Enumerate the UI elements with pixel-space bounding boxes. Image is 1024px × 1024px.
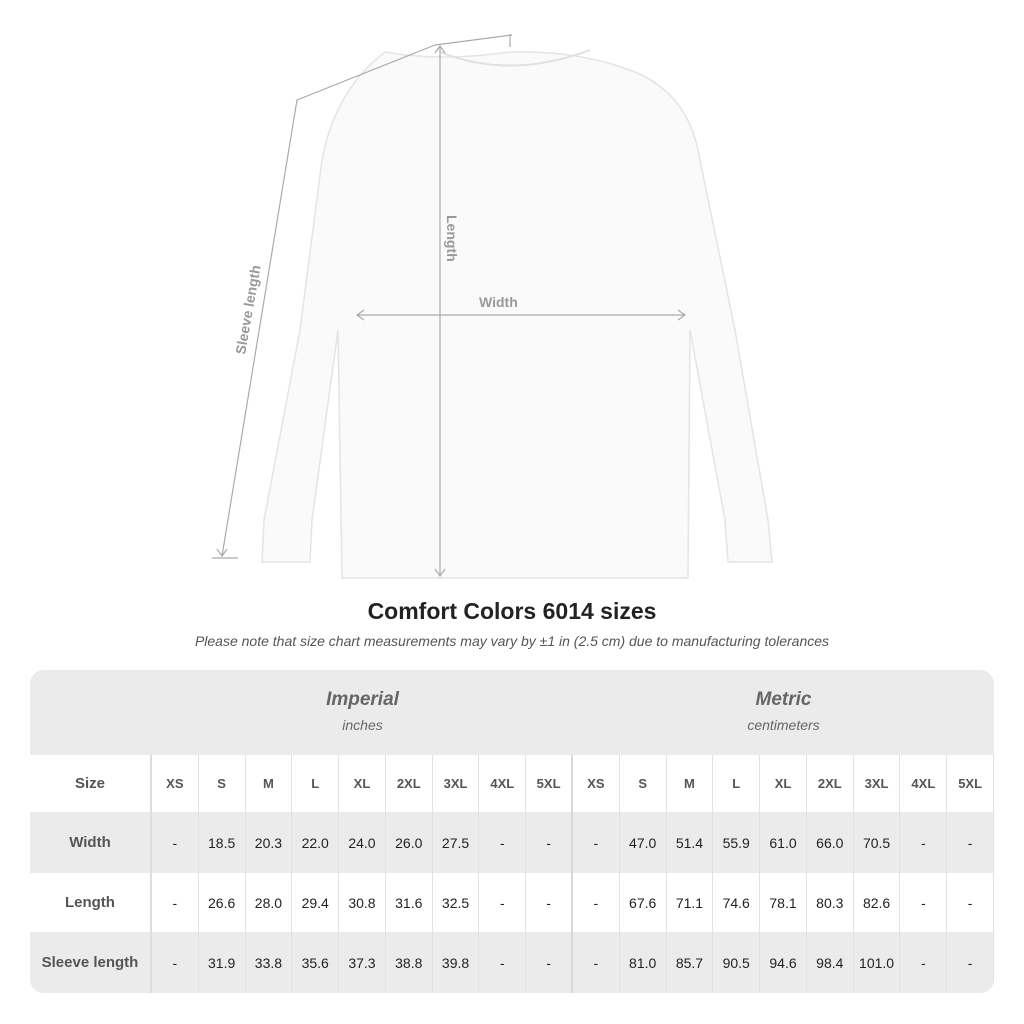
size-column-header: 2XL [807, 755, 854, 812]
size-table: Imperial inches Metric centimeters Size X… [30, 670, 994, 993]
imperial-title: Imperial [326, 689, 399, 710]
metric-unit: centimeters [747, 717, 820, 733]
table-cell: - [479, 932, 527, 993]
size-column-header: 3XL [854, 755, 901, 812]
table-cell: 55.9 [713, 812, 761, 873]
table-cell: 28.0 [246, 873, 293, 932]
size-column-header: 5XL [947, 755, 994, 812]
table-cell: - [573, 812, 620, 873]
table-cell: 80.3 [807, 873, 854, 932]
table-cell: 35.6 [292, 932, 340, 993]
sleeve-length-line [221, 44, 436, 557]
table-cell: 20.3 [246, 812, 293, 873]
imperial-unit: inches [342, 717, 383, 733]
table-cell: 27.5 [433, 812, 480, 873]
table-cell: - [947, 873, 994, 932]
table-cell: - [526, 932, 573, 993]
size-column-header: XS [152, 755, 199, 812]
table-cell: - [152, 812, 199, 873]
table-cell: - [152, 873, 199, 932]
table-cell: - [947, 932, 994, 993]
metric-title: Metric [755, 689, 812, 710]
table-cell: 85.7 [667, 932, 714, 993]
metric-header: Metric centimeters [573, 670, 994, 755]
table-cell: 37.3 [339, 932, 386, 993]
table-cell: 82.6 [854, 873, 901, 932]
table-row: Width -18.5 20.3 22.0 24.0 26.0 27.5- - -47.0 51.… [30, 812, 994, 873]
imperial-header: Imperial inches [152, 670, 573, 755]
table-cell: 24.0 [339, 812, 386, 873]
table-cell: 32.5 [433, 873, 480, 932]
page-title: Comfort Colors 6014 sizes [367, 598, 657, 624]
table-cell: 67.6 [620, 873, 667, 932]
table-cell: 38.8 [386, 932, 433, 993]
size-column-header: L [292, 755, 340, 812]
sleeve-length-label: Sleeve length [232, 264, 263, 356]
size-column-header: 5XL [526, 755, 573, 812]
size-column-header: 2XL [386, 755, 433, 812]
tolerance-note: Please note that size chart measurements… [194, 633, 830, 649]
table-cell: 18.5 [199, 812, 246, 873]
table-cell: - [526, 812, 573, 873]
table-cell: 26.6 [199, 873, 246, 932]
shirt-diagram: Sleeve length Length Width [212, 34, 773, 579]
row-label: Sleeve length [30, 932, 152, 993]
table-row: Length -26.6 28.0 29.4 30.8 31.6 32.5- - -67.6 71… [30, 873, 994, 932]
table-cell: 78.1 [760, 873, 807, 932]
table-cell: 66.0 [807, 812, 854, 873]
table-cell: 61.0 [760, 812, 807, 873]
size-column-header: 3XL [433, 755, 480, 812]
row-label: Size [30, 755, 152, 812]
size-column-header: 4XL [479, 755, 527, 812]
table-cell: 22.0 [292, 812, 340, 873]
size-column-header: XS [573, 755, 620, 812]
table-cell: 33.8 [246, 932, 293, 993]
size-column-header: S [620, 755, 667, 812]
table-cell: 70.5 [854, 812, 901, 873]
table-cell: - [900, 812, 948, 873]
table-cell: 31.9 [199, 932, 246, 993]
size-column-header: XL [339, 755, 386, 812]
table-cell: 26.0 [386, 812, 433, 873]
table-cell: 29.4 [292, 873, 340, 932]
table-cell: - [573, 873, 620, 932]
table-cell: 71.1 [667, 873, 714, 932]
table-cell: 31.6 [386, 873, 433, 932]
size-column-header: XL [760, 755, 807, 812]
table-cell: 47.0 [620, 812, 667, 873]
table-cell: 74.6 [713, 873, 761, 932]
table-cell: - [479, 812, 527, 873]
table-cell: - [479, 873, 527, 932]
width-label: Width [479, 294, 518, 310]
size-header-row: Size XS S M L XL 2XL 3XL 4XL 5XL XS S M L XL 2XL 3XL 4XL 5… [30, 755, 994, 812]
table-cell: 81.0 [620, 932, 667, 993]
size-column-header: S [199, 755, 246, 812]
table-cell: - [947, 812, 994, 873]
table-cell: 39.8 [433, 932, 480, 993]
size-column-header: 4XL [900, 755, 948, 812]
size-column-header: M [667, 755, 714, 812]
table-cell: 90.5 [713, 932, 761, 993]
table-cell: - [900, 932, 948, 993]
row-label: Length [30, 873, 152, 932]
table-cell: - [152, 932, 199, 993]
size-column-header: M [246, 755, 293, 812]
table-cell: 101.0 [854, 932, 901, 993]
table-cell: 94.6 [760, 932, 807, 993]
table-cell: 30.8 [339, 873, 386, 932]
table-cell: 51.4 [667, 812, 714, 873]
table-cell: - [526, 873, 573, 932]
length-label: Length [444, 215, 460, 262]
table-cell: - [573, 932, 620, 993]
row-label: Width [30, 812, 152, 873]
table-cell: - [900, 873, 948, 932]
table-cell: 98.4 [807, 932, 854, 993]
size-column-header: L [713, 755, 761, 812]
table-row: Sleeve length -31.9 33.8 35.6 37.3 38.8 39.8- -… [30, 932, 994, 993]
